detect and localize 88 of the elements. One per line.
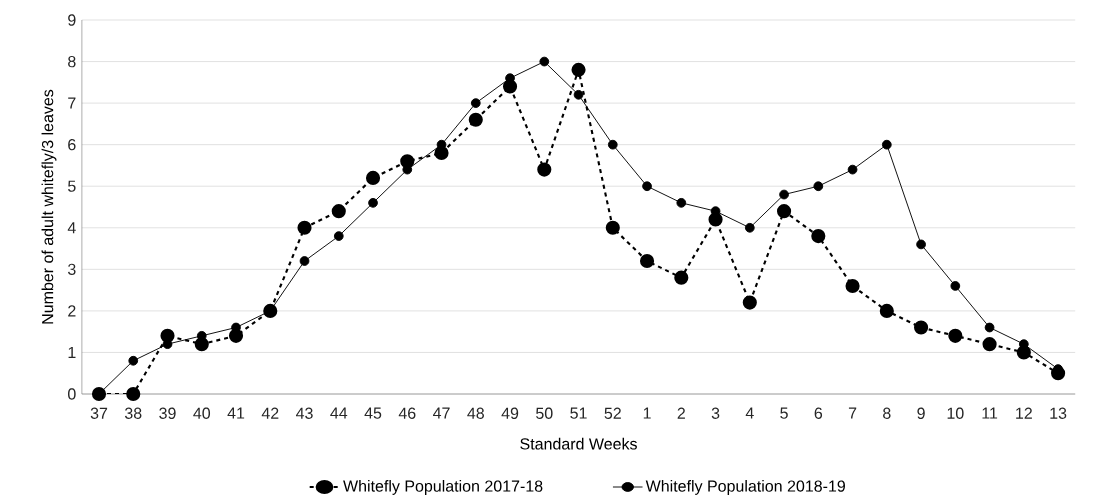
- point: [642, 181, 652, 192]
- point: [744, 222, 755, 233]
- point: [434, 145, 449, 161]
- point: [400, 154, 415, 169]
- point: [333, 231, 344, 241]
- y-tick-label: 1: [68, 346, 76, 358]
- point: [950, 281, 961, 291]
- x-tick-label: 2: [677, 407, 685, 419]
- point: [914, 320, 929, 335]
- x-tick-label: 50: [536, 407, 553, 419]
- y-tick-label: 2: [68, 305, 76, 317]
- x-tick-label: 11: [982, 407, 998, 419]
- x-axis-title: Standard Weeks: [520, 437, 637, 450]
- x-tick-label: 10: [947, 407, 964, 419]
- x-tick-label: 5: [780, 407, 788, 419]
- x-tick-label: 4: [745, 407, 754, 419]
- point: [537, 162, 552, 177]
- x-tick-label: 41: [227, 407, 245, 419]
- point: [1051, 366, 1066, 381]
- point: [573, 89, 584, 100]
- point: [299, 256, 310, 266]
- x-tick-label: 46: [398, 407, 416, 419]
- point: [984, 322, 995, 333]
- point: [881, 139, 892, 150]
- x-tick-label: 7: [848, 407, 857, 419]
- x-tick-label: 37: [90, 407, 108, 419]
- point: [128, 355, 139, 366]
- point: [160, 328, 175, 343]
- point: [639, 253, 655, 269]
- point: [368, 197, 378, 208]
- y-tick-label: 9: [68, 14, 76, 26]
- x-tick-label: 51: [570, 407, 587, 419]
- point: [297, 220, 312, 235]
- y-tick-label: 0: [68, 388, 76, 400]
- point: [845, 278, 860, 294]
- x-tick-label: 48: [467, 407, 484, 419]
- point: [331, 204, 346, 219]
- point: [813, 181, 824, 192]
- point: [607, 139, 618, 150]
- point: [779, 189, 789, 200]
- y-tick-label: 7: [68, 97, 76, 109]
- point: [879, 303, 894, 318]
- x-tick-label: 12: [1016, 407, 1032, 419]
- point: [708, 212, 723, 227]
- x-tick-label: 42: [261, 407, 279, 419]
- x-tick-label: 40: [193, 407, 211, 419]
- point: [502, 79, 518, 94]
- y-tick-label: 8: [68, 55, 76, 68]
- x-tick-label: 49: [501, 407, 519, 419]
- y-tick-label: 4: [67, 222, 76, 234]
- point: [674, 270, 689, 285]
- point: [126, 386, 141, 402]
- x-tick-label: 47: [433, 407, 450, 419]
- x-tick-label: 8: [883, 407, 891, 419]
- point: [539, 56, 550, 67]
- point: [1016, 345, 1031, 360]
- x-tick-label: 44: [330, 407, 348, 419]
- point: [194, 337, 209, 352]
- x-tick-label: 3: [711, 407, 720, 419]
- point: [847, 164, 858, 175]
- point: [571, 62, 586, 77]
- point: [776, 204, 792, 219]
- x-tick-label: 39: [159, 407, 176, 419]
- x-tick-label: 1: [643, 407, 651, 419]
- y-tick-label: 5: [68, 180, 76, 192]
- point: [811, 229, 826, 244]
- point: [742, 295, 757, 310]
- y-axis-title: Number of adult whitefly/3 leaves: [41, 89, 57, 324]
- legend-label: Whitefly Population 2018-19: [645, 480, 845, 495]
- point: [605, 220, 620, 235]
- point: [948, 328, 963, 343]
- point: [365, 170, 381, 185]
- legend-label: Whitefly Population 2017-18: [343, 480, 543, 495]
- x-tick-label: 9: [917, 407, 925, 419]
- y-tick-label: 6: [68, 139, 76, 151]
- point: [470, 98, 481, 108]
- point: [468, 112, 483, 127]
- x-tick-label: 13: [1050, 407, 1067, 419]
- x-tick-label: 52: [604, 407, 621, 419]
- point: [916, 239, 926, 250]
- x-tick-label: 6: [814, 407, 823, 419]
- x-tick-label: 45: [364, 407, 382, 419]
- point: [676, 197, 687, 208]
- x-tick-label: 38: [124, 407, 142, 419]
- y-tick-label: 3: [67, 263, 76, 275]
- point: [228, 328, 244, 343]
- x-tick-label: 43: [296, 407, 313, 419]
- point: [982, 337, 997, 352]
